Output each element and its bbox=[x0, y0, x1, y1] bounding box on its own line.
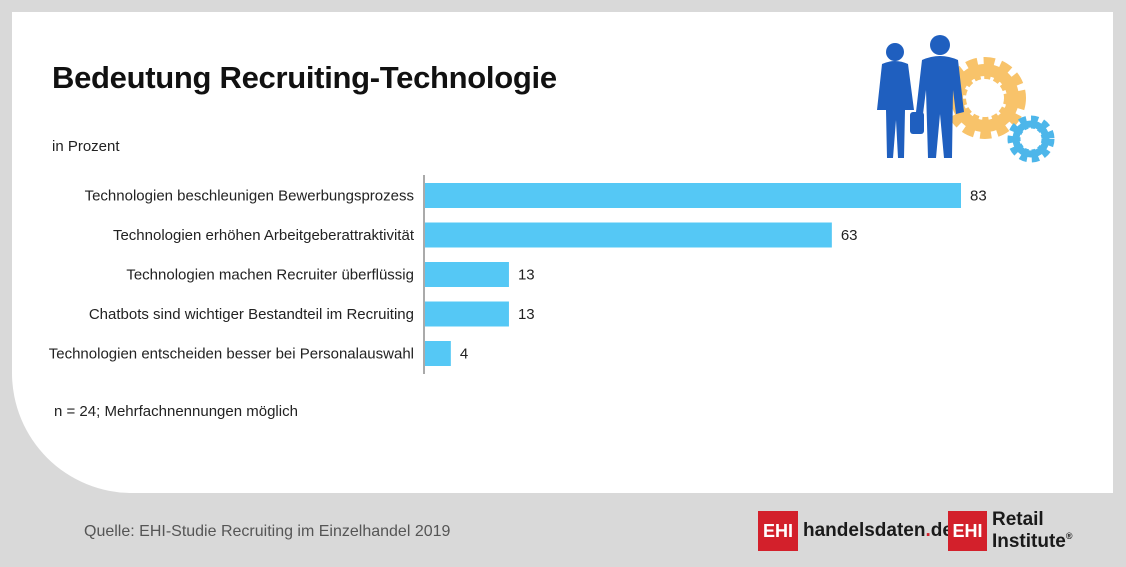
ehi-retail-institute-logo[interactable]: EHI Retail Institute® bbox=[948, 509, 1126, 552]
category-label: Chatbots sind wichtiger Bestandteil im R… bbox=[89, 306, 414, 323]
handelsdaten-logo[interactable]: EHI handelsdaten.de bbox=[758, 511, 953, 551]
bar bbox=[425, 301, 509, 327]
gear-small-icon bbox=[1007, 115, 1055, 163]
bar bbox=[425, 183, 961, 208]
value-label: 83 bbox=[970, 188, 987, 205]
business-people-icon bbox=[877, 35, 964, 158]
category-label: Technologien machen Recruiter überflüssi… bbox=[126, 267, 414, 284]
category-label: Technologien entscheiden besser bei Pers… bbox=[49, 346, 414, 363]
value-label: 63 bbox=[841, 227, 858, 244]
value-label: 13 bbox=[518, 306, 535, 323]
category-label: Technologien beschleunigen Bewerbungspro… bbox=[85, 188, 414, 205]
chart-title: Bedeutung Recruiting-Technologie bbox=[52, 60, 557, 95]
category-label: Technologien erhöhen Arbeitgeberattrakti… bbox=[113, 227, 415, 244]
handelsdaten-wordmark: handelsdaten.de bbox=[803, 520, 953, 541]
source-note: Quelle: EHI-Studie Recruiting im Einzelh… bbox=[84, 523, 451, 540]
value-label: 13 bbox=[518, 267, 535, 284]
ehi-logo-box: EHI bbox=[758, 511, 798, 551]
retail-institute-wordmark: Retail Institute® bbox=[991, 509, 1073, 552]
value-label: 4 bbox=[460, 346, 468, 363]
bar bbox=[425, 222, 832, 248]
bar bbox=[425, 262, 509, 287]
bar bbox=[425, 341, 451, 366]
unit-label: in Prozent bbox=[52, 138, 120, 155]
business-illustration bbox=[877, 35, 1055, 163]
sample-note: n = 24; Mehrfachnennungen möglich bbox=[54, 403, 298, 420]
ehi-logo-box: EHI bbox=[948, 511, 987, 551]
gear-large-icon bbox=[944, 57, 1026, 139]
